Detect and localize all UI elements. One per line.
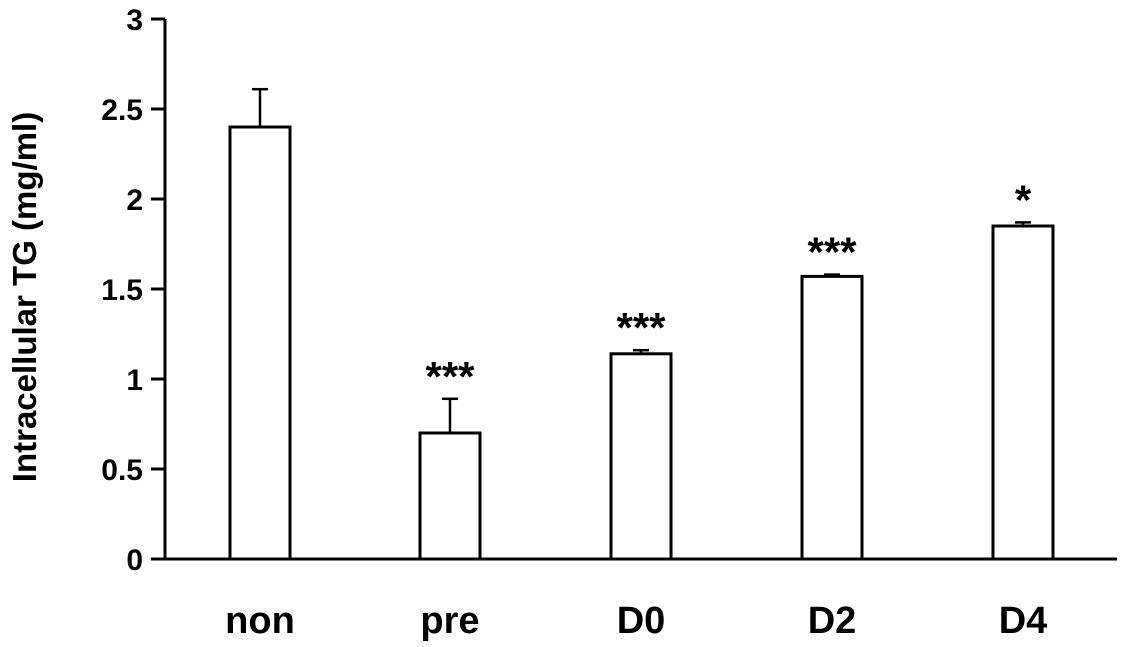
y-tick-label: 2.5 xyxy=(101,94,143,127)
y-tick-label: 2 xyxy=(126,184,143,217)
plot-area: 0 0.5 1 1.5 2 2.5 3 non *** pre *** D0 *** D2 * D4 xyxy=(101,4,1117,642)
bar-pre xyxy=(418,431,482,561)
significance-label: * xyxy=(1015,176,1032,223)
category-label: D2 xyxy=(808,600,857,642)
y-tick-label: 1.5 xyxy=(101,274,143,307)
category-label: D0 xyxy=(617,600,666,642)
bar-d4 xyxy=(991,224,1055,561)
category-label: D4 xyxy=(999,600,1048,642)
y-tick-label: 0.5 xyxy=(101,454,143,487)
significance-label: *** xyxy=(616,304,666,351)
y-tick-label: 0 xyxy=(126,544,143,577)
significance-label: *** xyxy=(807,229,857,276)
bar-d0 xyxy=(609,352,673,561)
category-label: pre xyxy=(420,600,479,642)
y-axis-title: Intracellular TG (mg/ml) xyxy=(6,112,43,482)
bar-non xyxy=(228,125,292,561)
y-tick-label: 3 xyxy=(126,4,143,37)
y-tick-label: 1 xyxy=(126,364,143,397)
significance-label: *** xyxy=(425,353,475,400)
bar-d2 xyxy=(800,274,864,561)
category-label: non xyxy=(225,600,295,642)
